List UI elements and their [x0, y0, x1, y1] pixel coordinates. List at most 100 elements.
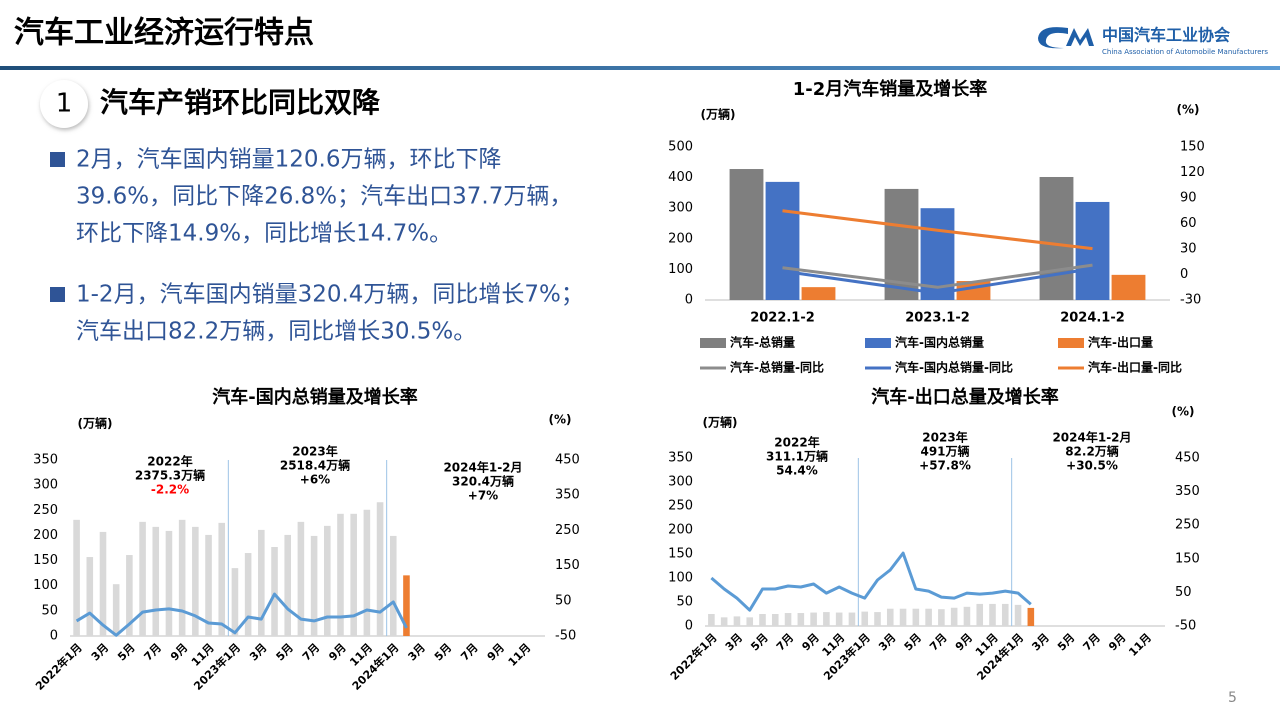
- bar: [192, 526, 199, 636]
- y2-axis-label: (%): [549, 413, 572, 427]
- annotation: 2518.4万辆: [280, 458, 350, 473]
- y-tick-label: 300: [33, 478, 58, 493]
- bar: [1039, 176, 1074, 300]
- y-tick-label: 300: [668, 201, 693, 216]
- bar: [835, 612, 843, 626]
- bar: [337, 513, 344, 636]
- annotation: 2023年: [922, 430, 967, 445]
- annotation: 82.2万辆: [1065, 444, 1119, 459]
- x-tick-label: 9月: [168, 641, 190, 663]
- x-tick-label: 5月: [902, 631, 924, 653]
- bar: [1027, 607, 1035, 626]
- annotation: 2022年: [774, 435, 819, 450]
- bar: [376, 502, 384, 636]
- annotation: 2375.3万辆: [135, 468, 205, 483]
- y2-tick-label: 450: [1175, 451, 1200, 466]
- bar: [963, 606, 971, 626]
- bar: [976, 603, 984, 626]
- bar: [218, 522, 226, 636]
- line-series: [710, 551, 1032, 612]
- y2-tick-label: 350: [1175, 484, 1200, 499]
- y2-tick-label: -50: [1175, 619, 1196, 634]
- bullet-text: 汽车出口82.2万辆，同比增长30.5%。: [76, 319, 476, 345]
- legend-label: 汽车-总销量: [730, 335, 795, 350]
- y2-tick-label: 150: [555, 558, 580, 573]
- bar: [1111, 274, 1146, 300]
- bar: [746, 617, 754, 626]
- x-tick-label: 9月: [799, 631, 821, 653]
- bar: [403, 575, 410, 636]
- bar: [310, 535, 318, 636]
- x-tick-label: 5月: [748, 631, 770, 653]
- bar: [733, 616, 741, 626]
- logo-cn: 中国汽车工业协会: [1102, 26, 1230, 45]
- bar: [99, 531, 107, 636]
- y2-tick-label: 250: [555, 523, 580, 538]
- section-heading: 汽车产销环比同比双降: [100, 86, 381, 119]
- x-tick-label: 5月: [432, 641, 454, 663]
- y2-tick-label: -30: [1180, 293, 1201, 308]
- y-tick-label: 200: [668, 523, 693, 538]
- bar: [112, 584, 120, 636]
- y-tick-label: 500: [668, 140, 693, 155]
- line-series: [782, 209, 1093, 251]
- bar: [126, 555, 133, 636]
- bar: [324, 525, 331, 636]
- annotation: +57.8%: [919, 459, 971, 473]
- y2-tick-label: -50: [555, 629, 576, 644]
- x-tick-label: 11月: [1126, 631, 1154, 659]
- y-tick-label: 350: [33, 453, 58, 468]
- chart-title: 汽车-出口总量及增长率: [871, 386, 1058, 408]
- bullets: 2月，汽车国内销量120.6万辆，环比下降 39.6%，同比下降26.8%；汽车出…: [50, 147, 584, 345]
- bullet-marker: [50, 287, 65, 302]
- annotation: +7%: [468, 489, 498, 503]
- y-tick-label: 250: [668, 499, 693, 514]
- legend-swatch: [1058, 338, 1084, 348]
- bar: [784, 613, 792, 626]
- bar: [938, 609, 945, 626]
- legend-label: 汽车-出口量: [1088, 335, 1153, 350]
- bar: [874, 612, 881, 626]
- bullet-text: 1-2月，汽车国内销量320.4万辆，同比增长7%；: [76, 282, 584, 308]
- bar: [271, 546, 278, 636]
- bar: [801, 287, 836, 300]
- section-number: 1: [56, 89, 73, 119]
- x-tick-label: 7月: [927, 631, 949, 653]
- bar: [165, 530, 173, 636]
- bar: [139, 521, 146, 636]
- bar: [861, 611, 869, 626]
- x-tick-label: 9月: [485, 641, 507, 663]
- bullet-text: 环比下降14.9%，同比增长14.7%。: [76, 221, 452, 247]
- x-tick-label: 9月: [953, 631, 975, 653]
- x-tick-label: 7月: [142, 641, 164, 663]
- line-series: [782, 263, 1093, 289]
- x-tick-label: 5月: [115, 641, 137, 663]
- y-tick-label: 0: [685, 293, 693, 308]
- x-tick-label: 2022年1月: [667, 630, 720, 683]
- logo-en: China Association of Automobile Manufact…: [1102, 48, 1268, 56]
- line-series: [782, 267, 1093, 295]
- page-number: 5: [1228, 690, 1237, 706]
- y-tick-label: 350: [668, 451, 693, 466]
- bar: [925, 608, 932, 626]
- y-axis-label: (万辆): [78, 416, 113, 431]
- bar: [729, 169, 764, 300]
- bar: [363, 509, 371, 636]
- y-tick-label: 150: [33, 553, 58, 568]
- y2-tick-label: 450: [555, 453, 580, 468]
- legend-label: 汽车-国内总销量-同比: [895, 360, 1013, 375]
- annotation: +6%: [300, 473, 330, 487]
- bullet-text: 39.6%，同比下降26.8%；汽车出口37.7万辆，: [76, 184, 572, 210]
- bar: [765, 181, 800, 300]
- x-tick-label: 2022年1月: [32, 640, 85, 693]
- y-tick-label: 300: [668, 475, 693, 490]
- bar: [284, 534, 291, 636]
- y-axis-label: (万辆): [703, 415, 738, 430]
- x-tick-label: 3月: [89, 641, 111, 663]
- bar: [258, 529, 265, 636]
- y-tick-label: 400: [668, 170, 693, 185]
- bar: [797, 613, 805, 626]
- bar: [1014, 604, 1022, 626]
- bullet-text: 2月，汽车国内销量120.6万辆，环比下降: [76, 147, 501, 173]
